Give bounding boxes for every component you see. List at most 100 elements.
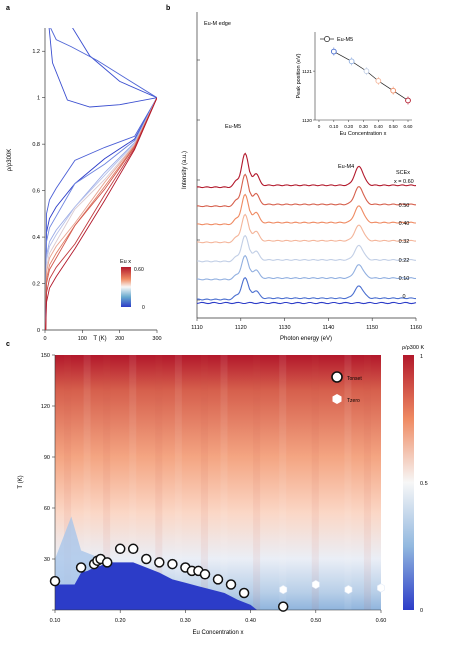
x-tick-label: 1140 xyxy=(322,325,334,331)
y-tick-label: 0.2 xyxy=(32,282,40,288)
panel-c-ylabel: T (K) xyxy=(18,475,24,488)
inset-y-tick-label: 1120 xyxy=(302,118,312,123)
curve-x-0 xyxy=(45,97,157,330)
inset-x-tick-label: 0.10 xyxy=(329,124,338,129)
heatmap-stripe xyxy=(103,355,111,610)
curve-x-2 xyxy=(45,97,157,330)
t-onset-point xyxy=(154,557,165,568)
inset-series xyxy=(330,47,411,105)
panel-c-label: c xyxy=(6,341,10,348)
curve-x-10 xyxy=(45,97,157,330)
heatmap-stripe xyxy=(279,355,287,610)
panel-a-resistivity-curves xyxy=(45,28,157,330)
y-tick-label: 0 xyxy=(37,328,40,334)
inset-line xyxy=(333,51,409,101)
panel-b-ylabel: Intensity (a.u.) xyxy=(182,151,188,189)
panel-a-ylabel: ρ/ρ300K xyxy=(7,149,13,172)
panel-a-y-ticks: 0 0.2 0.4 0.6 0.8 1 1.2 xyxy=(32,49,45,334)
heatmap-stripe xyxy=(83,355,91,610)
inset-point xyxy=(363,68,370,74)
x-tick-label: 0.30 xyxy=(180,618,191,624)
inset-ticks: 0 0.10 0.20 0.30 0.40 0.50 0.60 1120 1121 xyxy=(302,69,413,129)
colorbar-a-min: 0 xyxy=(142,305,145,311)
curve-x-1 xyxy=(45,97,157,330)
peak-m4-label: Eu-M4 xyxy=(338,164,354,170)
curve-x-7 xyxy=(45,97,157,330)
x-tick-label: 0.50 xyxy=(310,618,321,624)
heatmap-stripe xyxy=(311,355,319,610)
t-onset-point xyxy=(75,562,87,573)
curve-x-4 xyxy=(45,97,157,330)
series-header-1: SCEx xyxy=(396,170,410,176)
panel-b-y-ticks xyxy=(197,59,200,301)
inset-x-tick-label: 0.20 xyxy=(344,124,353,129)
t-zero-point xyxy=(279,585,288,595)
series-header-2: x = 0.60 xyxy=(394,179,414,185)
inset-point xyxy=(405,97,411,104)
spectrum-0 xyxy=(196,152,417,189)
series-label: 0 xyxy=(402,294,405,300)
heatmap-superconducting-region xyxy=(55,562,258,610)
x-tick-label: 1110 xyxy=(191,325,202,331)
panel-b-label: b xyxy=(166,5,170,12)
spectrum-1 xyxy=(196,173,416,208)
t-onset-point xyxy=(238,587,250,599)
x-tick-label: 1150 xyxy=(366,325,378,331)
x-tick-label: 100 xyxy=(78,336,87,342)
legend-onset-marker xyxy=(331,371,343,383)
inset-x-tick-label: 0.60 xyxy=(404,124,413,129)
x-tick-label: 0.60 xyxy=(376,618,387,624)
colorbar-c-tick-0: 0 xyxy=(420,608,423,614)
panel-a-label: a xyxy=(6,5,10,12)
curve-x0-high xyxy=(72,28,157,99)
heatmap-stripe xyxy=(200,355,208,610)
heatmap-stripe xyxy=(129,355,137,610)
panel-c-legend: Tonset Tzero xyxy=(331,371,362,404)
y-tick-label: 1.2 xyxy=(32,49,40,55)
t-onset-point xyxy=(212,574,224,585)
colorbar-c-tick-1: 1 xyxy=(420,354,423,360)
heatmap xyxy=(55,355,381,610)
y-tick-label: 90 xyxy=(44,455,50,461)
t-zero-points xyxy=(279,579,385,595)
colorbar-c-title: ρ/ρ300 K xyxy=(402,345,424,351)
t-onset-point xyxy=(101,557,113,568)
edge-label: Eu-M edge xyxy=(204,21,231,27)
t-zero-point xyxy=(377,583,385,593)
x-tick-label: 1160 xyxy=(410,325,422,331)
colorbar-a-title: Eu x xyxy=(120,259,131,265)
heatmap-stripe xyxy=(220,355,228,610)
x-tick-label: 1120 xyxy=(235,325,247,331)
inset-legend: Eu-M5 xyxy=(320,36,353,43)
series-label: 0.10 xyxy=(399,276,410,282)
curve-x-9 xyxy=(45,97,157,330)
panel-c-xlabel: Eu Concentration x xyxy=(192,630,243,636)
x-tick-label: 300 xyxy=(152,336,161,342)
x-tick-label: 0 xyxy=(43,336,46,342)
y-tick-label: 120 xyxy=(41,404,50,410)
heatmap-stripe xyxy=(155,355,163,610)
t-onset-point xyxy=(199,569,211,580)
panel-b-series-labels: 0.50 0.40 0.32 0.22 0.10 0 xyxy=(399,203,410,300)
inset-legend-marker xyxy=(324,36,330,42)
t-zero-point xyxy=(311,579,320,590)
curve-x-6 xyxy=(45,97,157,330)
inset-x-tick-label: 0 xyxy=(318,124,321,129)
legend-onset-label: Tonset xyxy=(347,376,362,382)
t-zero-point xyxy=(344,585,353,595)
curve-x0 xyxy=(48,28,157,108)
series-label: 0.50 xyxy=(399,203,410,209)
curve-x-3 xyxy=(45,97,157,330)
heatmap-stripe xyxy=(363,355,371,610)
panel-c-colorbar: ρ/ρ300 K 1 0.5 0 xyxy=(402,345,428,614)
curve-x-5 xyxy=(45,97,157,330)
spectrum-3 xyxy=(196,213,416,244)
colorbar-a-gradient xyxy=(121,267,131,307)
curve-x-8 xyxy=(45,97,157,330)
inset-y-tick-label: 1121 xyxy=(302,69,312,74)
heatmap-stripe xyxy=(344,355,352,610)
panel-c-y-ticks: 30 60 90 120 150 xyxy=(41,353,55,611)
curve-x005 xyxy=(50,28,157,99)
x-tick-label: 0.40 xyxy=(245,618,256,624)
